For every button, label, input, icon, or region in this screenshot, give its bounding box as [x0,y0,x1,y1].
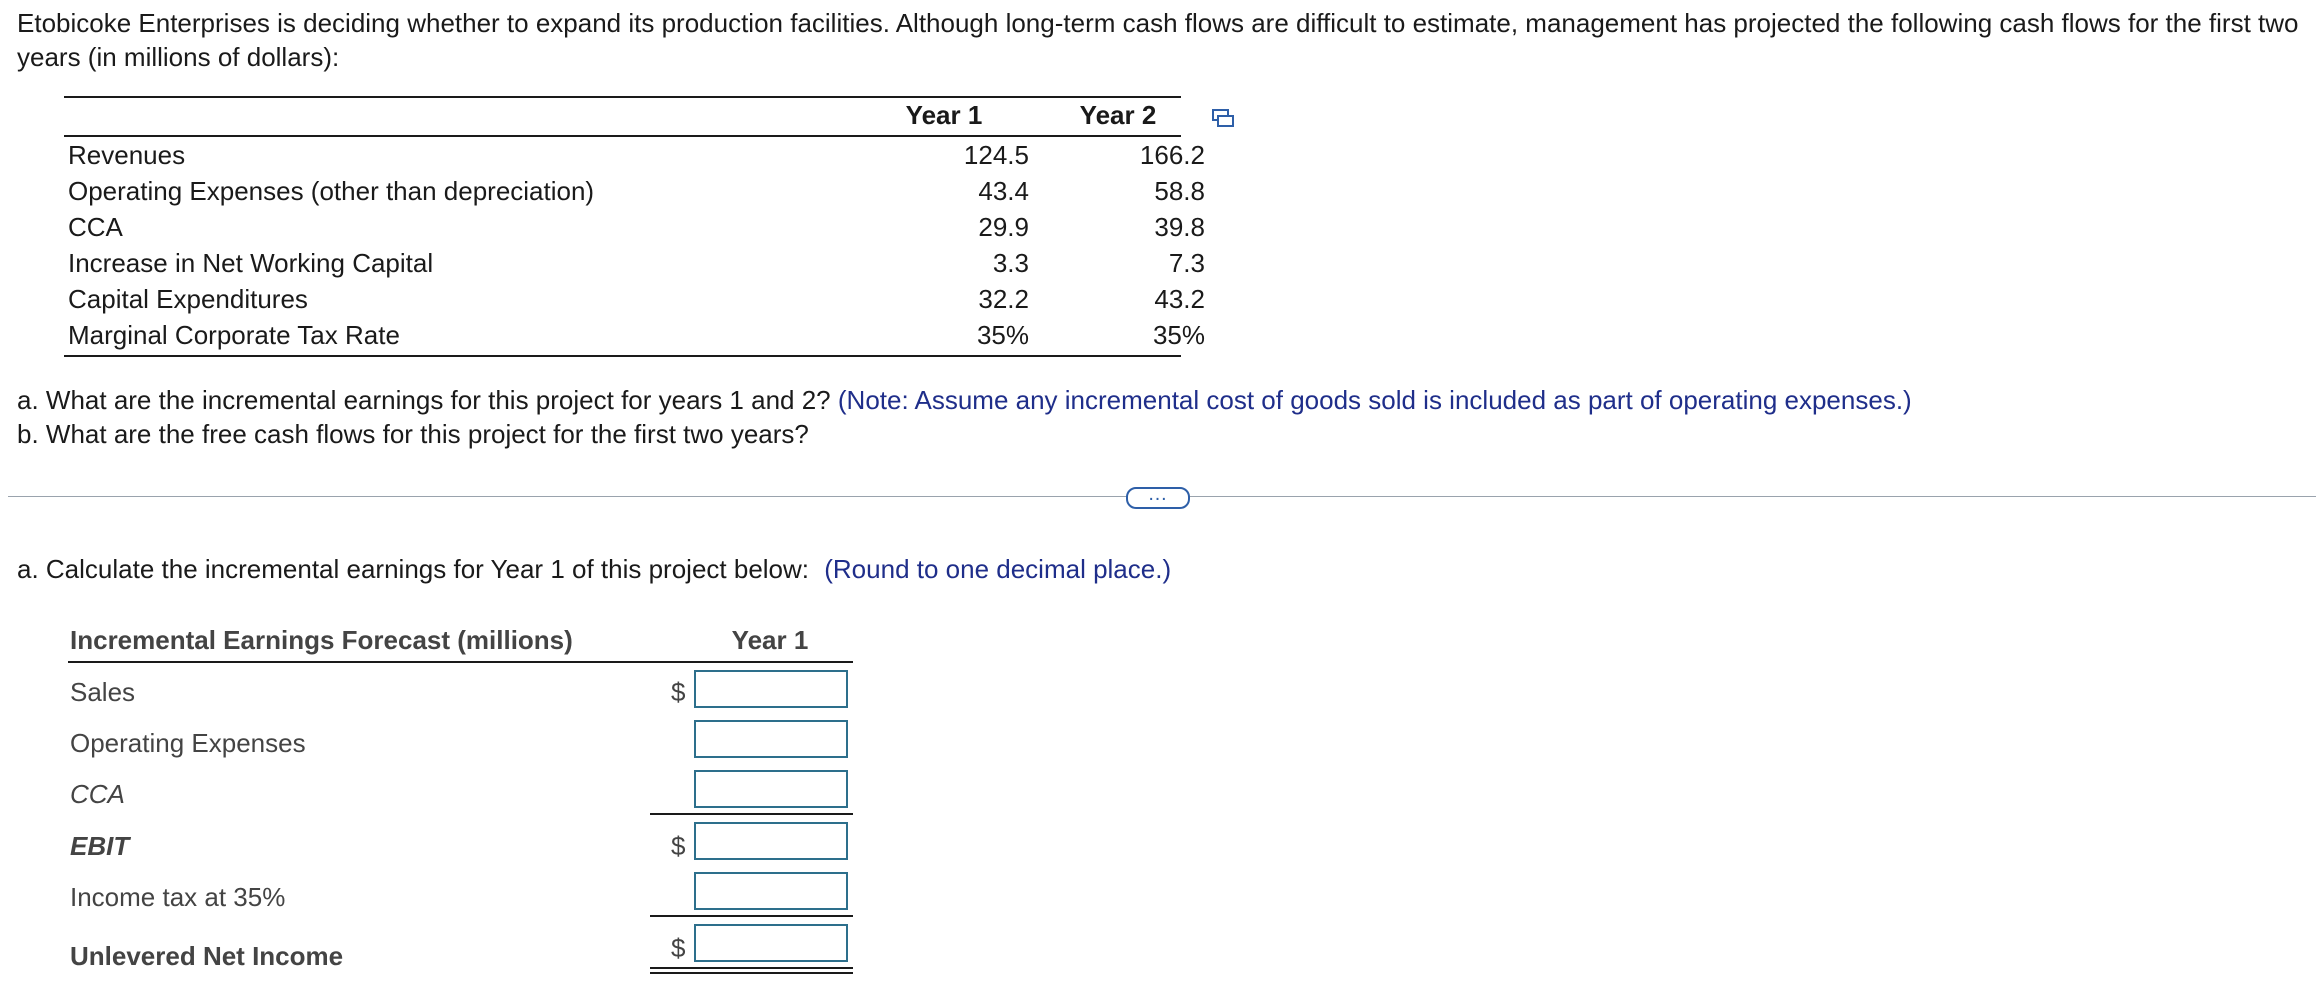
capex-year-1: 32.2 [978,284,1029,314]
cca-input[interactable] [694,770,848,808]
part-a-round-note: (Round to one decimal place.) [824,554,1172,584]
operating-expenses-year-1: 43.4 [978,176,1029,206]
ebit-label: EBIT [70,831,130,861]
earnings-forecast-header-rule [68,661,853,663]
table-header-rule [64,135,1181,137]
revenues-year-2: 166.2 [1139,140,1205,170]
row-label-revenues: Revenues [68,140,186,170]
intro-line-1: Etobicoke Enterprises is deciding whethe… [17,8,2299,38]
tax-rate-year-2: 35% [1152,320,1205,350]
row-label-cca: CCA [68,212,123,242]
operating-expenses-year-2: 58.8 [1154,176,1205,206]
question-b: b. What are the free cash flows for this… [17,419,809,449]
show-more-button[interactable]: … [1126,483,1190,509]
nwc-year-1: 3.3 [992,248,1029,278]
unlevered-net-income-dollar-sign: $ [671,933,686,963]
income-tax-input[interactable] [694,872,848,910]
row-label-tax-rate: Marginal Corporate Tax Rate [68,320,400,350]
intro-line-2: years (in millions of dollars): [17,42,340,72]
operating-expenses-input[interactable] [694,720,848,758]
show-more-label: … [1147,483,1169,505]
table-bottom-rule [64,355,1181,357]
operating-expenses-label: Operating Expenses [70,728,306,758]
cca-label: CCA [70,779,125,809]
ebit-sum-rule [650,813,853,815]
part-a-prompt: a. Calculate the incremental earnings fo… [17,552,1171,586]
sales-input[interactable] [694,670,848,708]
net-income-sum-rule [650,915,853,917]
question-a-text: a. What are the incremental earnings for… [17,385,831,415]
question-a: a. What are the incremental earnings for… [17,383,1912,417]
row-label-capital-expenditures: Capital Expenditures [68,284,308,314]
row-label-operating-expenses: Operating Expenses (other than depreciat… [68,176,595,206]
table-header-year-1: Year 1 [905,100,983,130]
table-top-rule [64,96,1181,98]
question-a-note: (Note: Assume any incremental cost of go… [837,385,1912,415]
sales-label: Sales [70,677,136,707]
table-header-year-2: Year 2 [1079,100,1157,130]
income-tax-label: Income tax at 35% [70,882,286,912]
sales-dollar-sign: $ [671,677,686,707]
cca-year-1: 29.9 [978,212,1029,242]
unlevered-net-income-input[interactable] [694,924,848,962]
earnings-forecast-header: Incremental Earnings Forecast (millions) [70,625,573,655]
ebit-dollar-sign: $ [671,831,686,861]
net-income-double-rule-bottom [650,972,853,974]
net-income-double-rule-top [650,967,853,969]
cca-year-2: 39.8 [1154,212,1205,242]
tax-rate-year-1: 35% [976,320,1029,350]
earnings-forecast-year-header: Year 1 [731,625,809,655]
unlevered-net-income-label: Unlevered Net Income [70,941,344,971]
part-a-prompt-text: a. Calculate the incremental earnings fo… [17,554,810,584]
nwc-year-2: 7.3 [1168,248,1205,278]
row-label-net-working-capital: Increase in Net Working Capital [68,248,434,278]
problem-intro: Etobicoke Enterprises is deciding whethe… [17,6,2307,74]
copy-icon[interactable] [1212,108,1234,128]
capex-year-2: 43.2 [1154,284,1205,314]
ebit-input[interactable] [694,822,848,860]
revenues-year-1: 124.5 [963,140,1029,170]
